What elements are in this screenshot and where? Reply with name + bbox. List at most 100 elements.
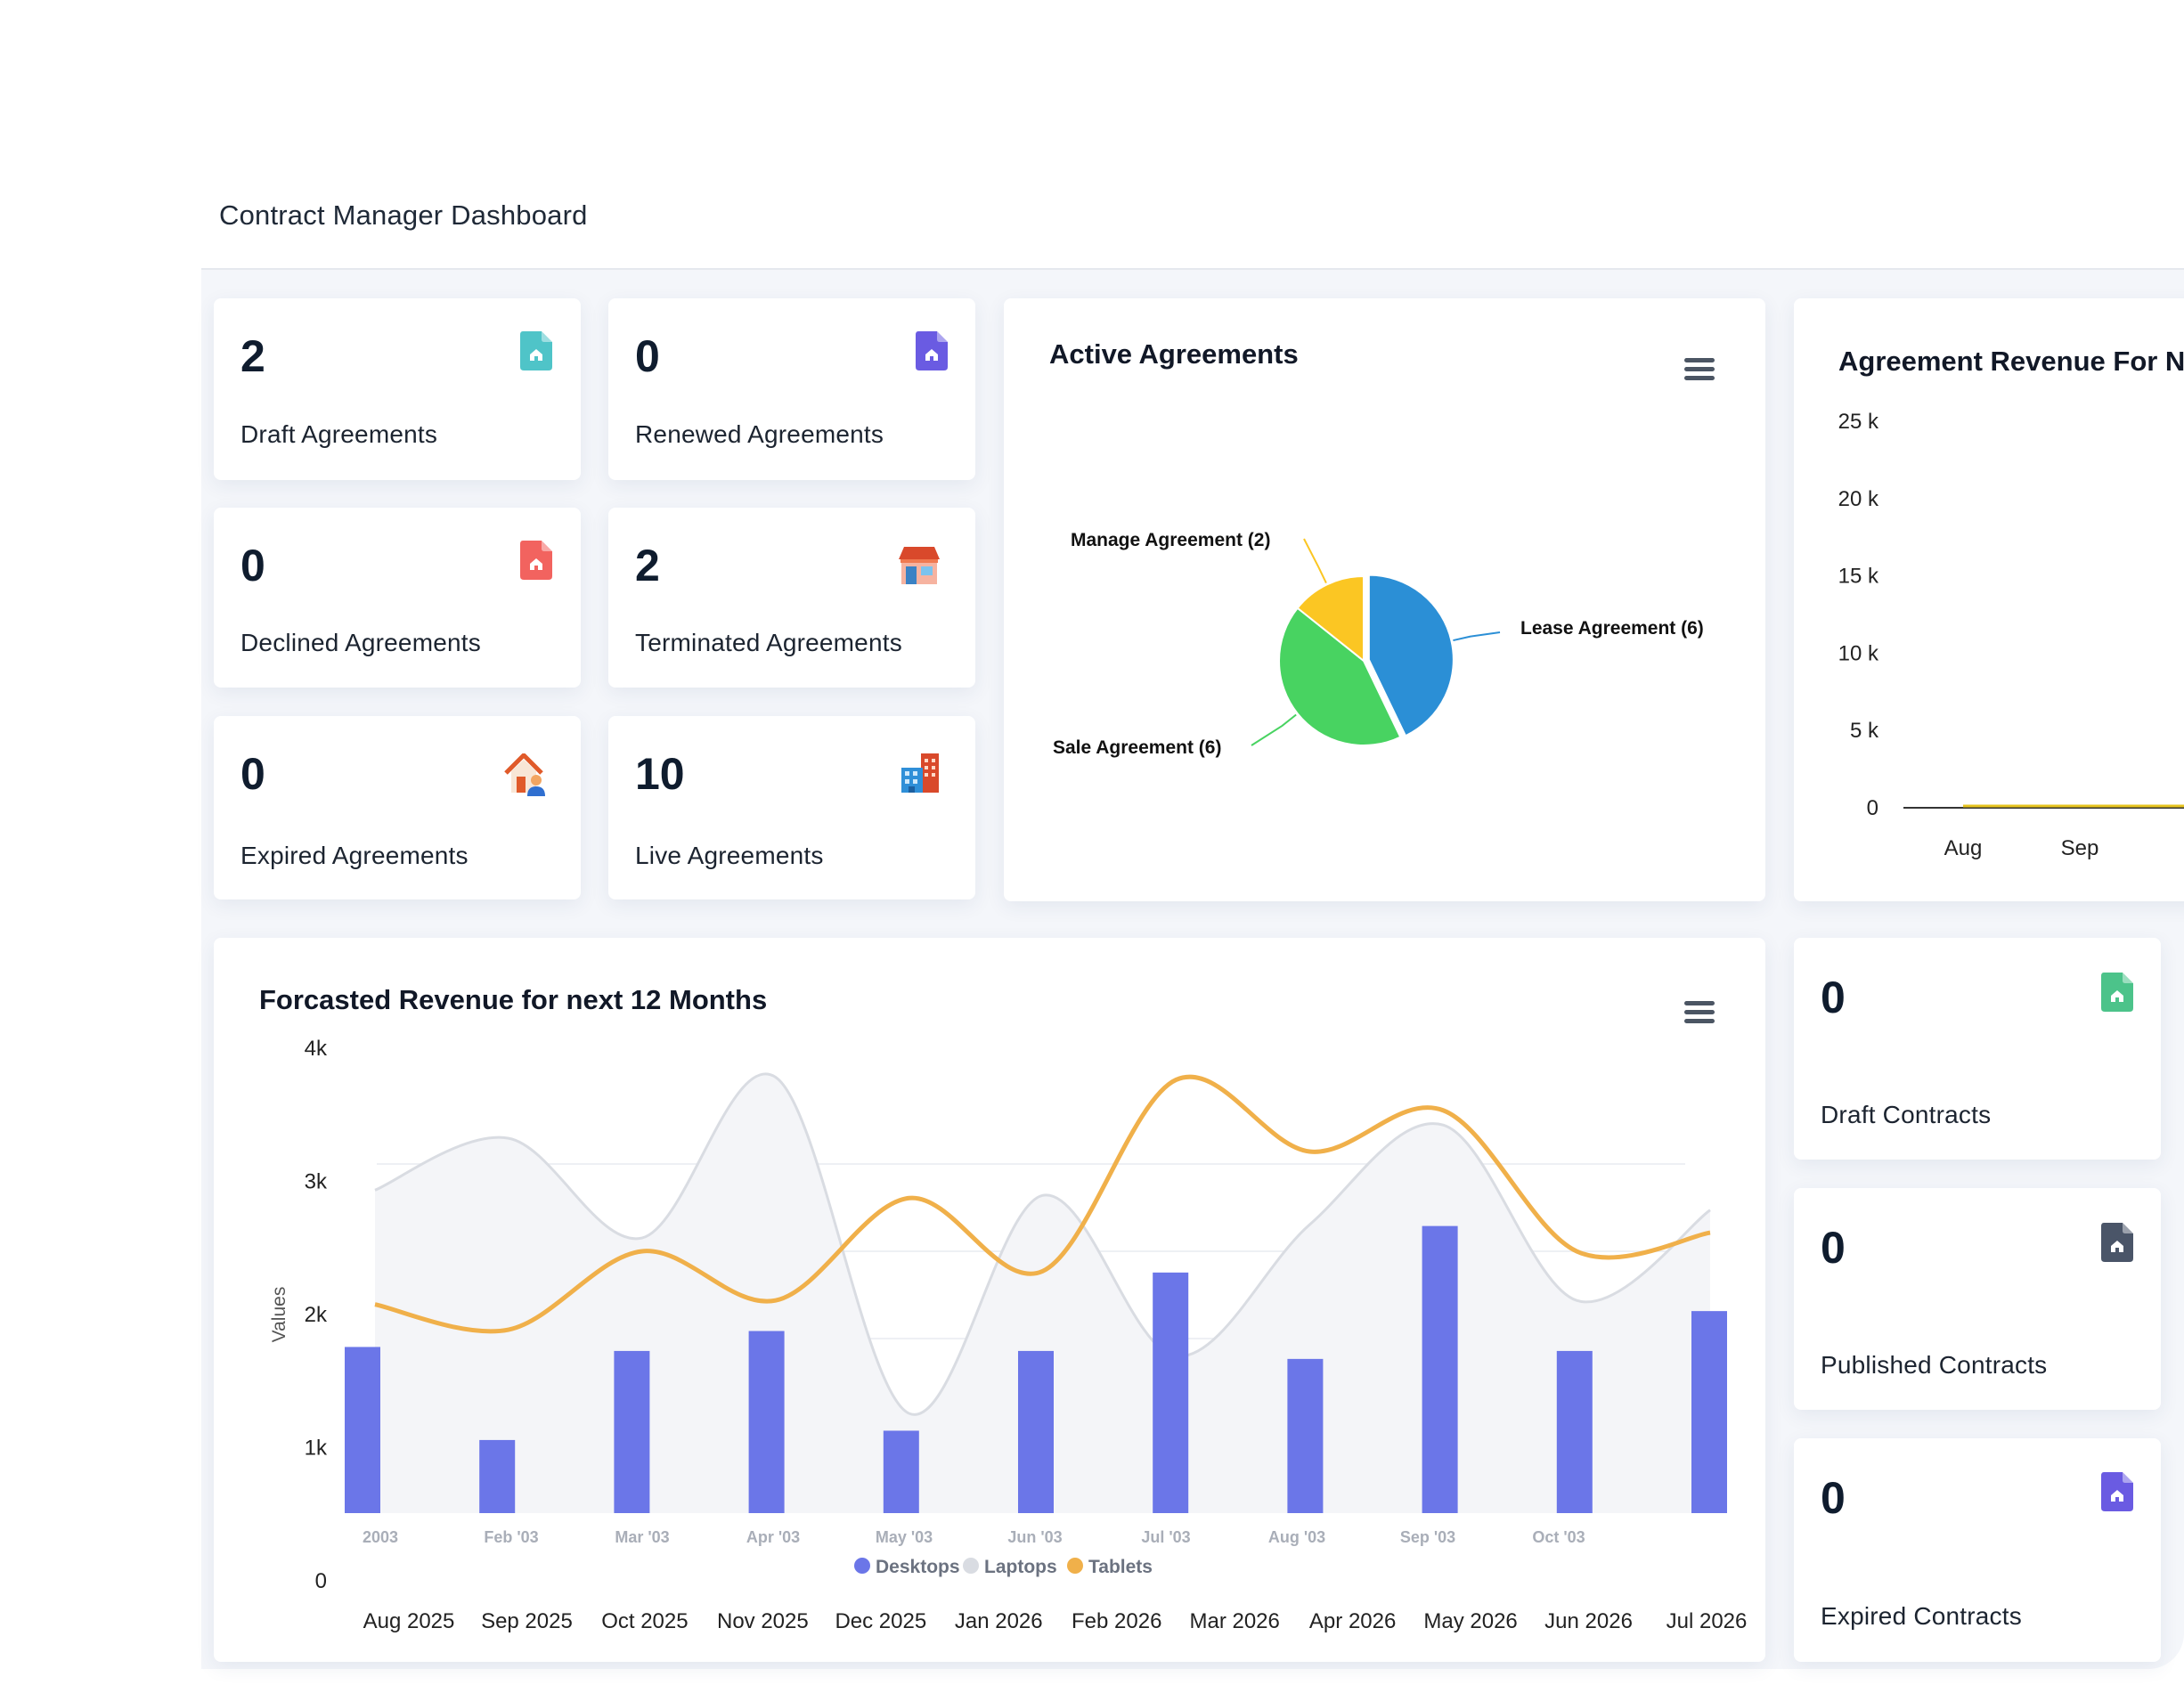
- desktops-bar: [1287, 1358, 1324, 1513]
- x-tick-label: May 2026: [1423, 1609, 1517, 1633]
- y-axis-title: Values: [269, 1287, 289, 1343]
- expired-contracts-count: 0: [1821, 1473, 1846, 1523]
- declined-agreements-card[interactable]: 0 Declined Agreements: [214, 508, 581, 688]
- draft-contracts-card[interactable]: 0 Draft Contracts: [1794, 938, 2161, 1160]
- renewed-agreements-card[interactable]: 0 Renewed Agreements: [608, 298, 975, 480]
- pie-connector: [1303, 538, 1327, 584]
- x-tick-label: Jun 2026: [1544, 1609, 1633, 1633]
- expired-agreements-card[interactable]: 0 Expired Agreements: [214, 716, 581, 899]
- draft-contracts-label: Draft Contracts: [1821, 1101, 1992, 1128]
- desktops-bar: [1422, 1225, 1458, 1513]
- legend-label: Tablets: [1088, 1557, 1153, 1577]
- active-agreements-card: Active Agreements Lease Agreement (6) Sal…: [1004, 298, 1765, 901]
- pie-slice: [1367, 574, 1455, 737]
- document-icon: [2101, 972, 2133, 1013]
- terminated-agreements-card[interactable]: 2 Terminated Agreements: [608, 508, 975, 688]
- x-tick-label: Apr 2026: [1309, 1609, 1396, 1633]
- x-tick-label: Feb 2026: [1072, 1609, 1161, 1633]
- pie-label: Manage Agreement (2): [1071, 530, 1270, 550]
- desktops-bar: [479, 1439, 516, 1513]
- active-agreements-pie-chart: Lease Agreement (6) Sale Agreement (6) Man…: [1053, 530, 1704, 758]
- buildings-icon: [901, 753, 939, 793]
- pie-label: Sale Agreement (6): [1053, 737, 1221, 758]
- draft-agreements-card[interactable]: 2 Draft Agreements: [214, 298, 581, 480]
- desktops-bar: [1691, 1311, 1727, 1513]
- document-icon: [2101, 1222, 2133, 1263]
- forecast-revenue-title: Forcasted Revenue for next 12 Months: [259, 984, 768, 1015]
- terminated-agreements-label: Terminated Agreements: [635, 629, 902, 656]
- desktops-bar: [883, 1430, 919, 1513]
- hamburger-menu-icon[interactable]: [1684, 358, 1715, 381]
- laptops-area-line: [374, 1072, 1711, 1416]
- inner-x-tick-label: Jun '03: [1007, 1528, 1062, 1546]
- inner-x-tick-label: Mar '03: [615, 1528, 669, 1546]
- document-icon: [916, 330, 948, 371]
- draft-contracts-count: 0: [1821, 973, 1846, 1022]
- published-contracts-count: 0: [1821, 1223, 1846, 1273]
- y-tick-label: 0: [315, 1569, 327, 1593]
- x-tick-label: Aug: [1944, 836, 1983, 860]
- pie-slice: [1296, 574, 1365, 663]
- y-tick-label: 20 k: [1838, 487, 1879, 511]
- agreement-revenue-title: Agreement Revenue For N: [1838, 346, 2184, 377]
- pie-connector: [1251, 713, 1297, 746]
- renewed-agreements-count: 0: [635, 331, 660, 381]
- y-tick-label: 10 k: [1838, 641, 1879, 665]
- y-tick-label: 0: [1867, 796, 1878, 820]
- live-agreements-label: Live Agreements: [635, 842, 824, 869]
- inner-x-tick-label: Apr '03: [746, 1528, 800, 1546]
- y-tick-label: 15 k: [1838, 565, 1879, 589]
- x-tick-label: Dec 2025: [835, 1609, 926, 1633]
- forecast-revenue-card: Forcasted Revenue for next 12 Months 4k 3…: [214, 938, 1765, 1662]
- x-tick-label: Jan 2026: [955, 1609, 1043, 1633]
- desktops-bar: [614, 1350, 650, 1513]
- hamburger-menu-icon[interactable]: [1684, 1001, 1715, 1024]
- inner-x-tick-label: May '03: [876, 1528, 933, 1546]
- legend-label: Desktops: [876, 1557, 960, 1577]
- published-contracts-card[interactable]: 0 Published Contracts: [1794, 1188, 2161, 1410]
- inner-x-tick-label: Jul '03: [1141, 1528, 1190, 1546]
- desktops-bar: [1556, 1350, 1593, 1513]
- desktops-bar: [1018, 1350, 1054, 1513]
- header-divider: [201, 268, 2184, 270]
- expired-contracts-label: Expired Contracts: [1821, 1602, 2022, 1630]
- pie-slice: [1278, 606, 1402, 746]
- agreement-revenue-line-chart: 25 k 20 k 15 k 10 k 5 k 0 Aug Sep: [1838, 410, 2184, 860]
- expired-agreements-label: Expired Agreements: [240, 842, 469, 869]
- y-tick-label: 2k: [305, 1303, 328, 1327]
- pie-connector: [1453, 631, 1501, 642]
- expired-agreements-count: 0: [240, 749, 265, 799]
- declined-agreements-label: Declined Agreements: [240, 629, 481, 656]
- x-tick-label: Jul 2026: [1667, 1609, 1748, 1633]
- shop-icon: [899, 547, 940, 584]
- live-agreements-card[interactable]: 10 Live Agreements: [608, 716, 975, 899]
- x-tick-label: Sep 2025: [481, 1609, 573, 1633]
- expired-contracts-card[interactable]: 0 Expired Contracts: [1794, 1438, 2161, 1662]
- desktops-bar: [345, 1347, 380, 1513]
- active-agreements-title: Active Agreements: [1049, 338, 1299, 370]
- y-tick-label: 5 k: [1850, 719, 1879, 743]
- x-tick-label: Aug 2025: [363, 1609, 455, 1633]
- y-tick-label: 3k: [305, 1170, 328, 1194]
- terminated-agreements-count: 2: [635, 541, 660, 590]
- draft-agreements-count: 2: [240, 331, 265, 381]
- y-tick-label: 25 k: [1838, 410, 1879, 434]
- legend-label: Laptops: [984, 1557, 1057, 1577]
- inner-x-tick-label: Feb '03: [484, 1528, 538, 1546]
- agreement-revenue-card: Agreement Revenue For N 25 k 20 k 15 k 10 k…: [1794, 298, 2184, 901]
- published-contracts-label: Published Contracts: [1821, 1351, 2048, 1379]
- legend-marker: [854, 1558, 870, 1574]
- legend-marker: [963, 1558, 979, 1574]
- page-title: Contract Manager Dashboard: [219, 199, 588, 231]
- desktops-bar: [748, 1331, 785, 1513]
- draft-agreements-label: Draft Agreements: [240, 420, 438, 448]
- forecast-revenue-chart: 4k 3k 2k 1k 0 Values Aug 2025 Sep 2025 Oct 2025 N…: [269, 1037, 1748, 1633]
- y-tick-label: 1k: [305, 1437, 328, 1461]
- laptops-area-fill: [375, 1073, 1710, 1513]
- legend-marker: [1067, 1558, 1083, 1574]
- x-tick-label: Oct 2025: [601, 1609, 688, 1633]
- inner-x-tick-label: Sep '03: [1400, 1528, 1455, 1546]
- pie-label: Lease Agreement (6): [1520, 618, 1704, 639]
- document-icon: [520, 540, 552, 581]
- inner-x-tick-label: Aug '03: [1268, 1528, 1325, 1546]
